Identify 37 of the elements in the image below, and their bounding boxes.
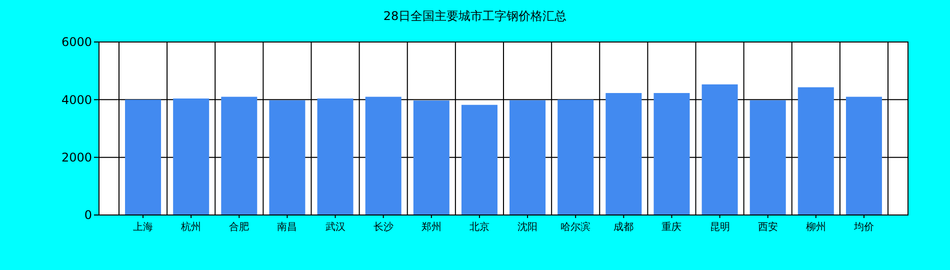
chart-title: 28日全国主要城市工字钢价格汇总 <box>383 9 567 23</box>
x-tick-label: 上海 <box>133 221 154 233</box>
x-tick-label: 柳州 <box>806 221 826 233</box>
y-tick-label: 2000 <box>61 150 92 165</box>
bar <box>317 98 354 215</box>
y-tick-label: 4000 <box>61 92 92 107</box>
x-tick-label: 郑州 <box>421 221 442 233</box>
bar <box>173 98 210 215</box>
x-tick-label: 沈阳 <box>518 221 538 233</box>
bar <box>558 100 594 215</box>
bar <box>654 93 690 215</box>
x-tick-label: 哈尔滨 <box>560 221 591 233</box>
bar <box>510 100 546 215</box>
x-tick-label: 西安 <box>758 221 778 233</box>
y-tick-label: 6000 <box>61 35 92 50</box>
bar <box>702 84 738 215</box>
bar <box>125 100 162 215</box>
x-tick-label: 长沙 <box>373 221 394 233</box>
x-tick-label: 武汉 <box>325 221 346 233</box>
bar <box>606 93 642 215</box>
x-tick-label: 北京 <box>469 221 490 233</box>
y-tick-label: 0 <box>84 208 92 222</box>
bar <box>413 100 450 215</box>
x-tick-label: 重庆 <box>662 221 682 233</box>
bar <box>798 87 834 215</box>
bar <box>269 100 306 215</box>
x-tick-label: 杭州 <box>180 221 202 233</box>
bar <box>846 96 882 215</box>
bar <box>221 96 258 215</box>
x-tick-label: 南昌 <box>277 221 298 233</box>
bar <box>750 100 786 215</box>
bar <box>461 104 498 215</box>
x-tick-label: 合肥 <box>229 221 250 233</box>
x-tick-label: 昆明 <box>710 222 730 233</box>
bar <box>365 96 402 215</box>
x-tick-label: 成都 <box>614 221 634 233</box>
x-tick-label: 均价 <box>852 221 874 233</box>
